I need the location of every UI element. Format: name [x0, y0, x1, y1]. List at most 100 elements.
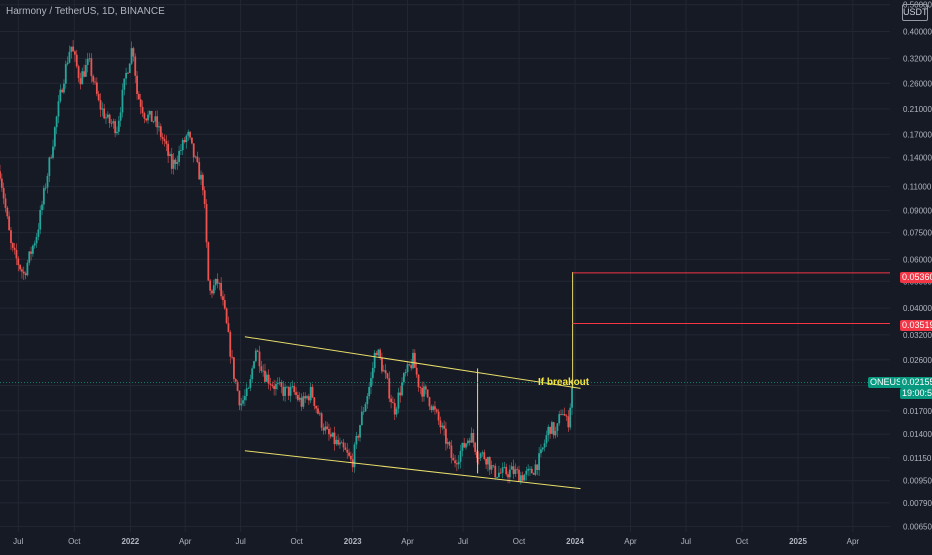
candle-body [55, 116, 58, 128]
x-tick-label: Jul [13, 537, 23, 546]
candle-body [315, 405, 318, 409]
candle-body [296, 394, 299, 400]
candle-body [558, 414, 561, 424]
candle-body [264, 370, 266, 382]
candle-body [218, 282, 221, 284]
y-tick-label: 0.01700 [903, 407, 932, 416]
candle-body [339, 442, 341, 445]
candle-body [150, 110, 153, 122]
candle-body [170, 154, 173, 169]
candle-body [158, 126, 160, 128]
candle-body [59, 89, 62, 102]
candle-body [42, 188, 45, 205]
candle-body [487, 457, 489, 465]
candle-body [393, 403, 396, 415]
candle-body [295, 392, 297, 395]
candle-body [287, 386, 290, 396]
candle-body [306, 396, 308, 399]
candle-body [417, 374, 420, 388]
candle-body [156, 116, 159, 128]
candle-body [203, 190, 206, 205]
candle-body [541, 447, 544, 450]
y-tick-label: 0.07500 [903, 229, 932, 238]
candle-body [423, 386, 425, 397]
candle-body [121, 89, 124, 113]
candle-body [4, 198, 7, 208]
candle-body [2, 187, 5, 199]
candle-body [178, 150, 180, 163]
candle-body [275, 384, 277, 390]
candle-body [538, 453, 541, 471]
y-tick-label: 0.04000 [903, 304, 932, 313]
candle-body [551, 422, 553, 434]
candle-body [127, 72, 129, 74]
candle-body [530, 468, 533, 474]
candle-body [116, 131, 118, 134]
candle-body [152, 121, 155, 123]
x-tick-label: Oct [513, 537, 526, 546]
candle-body [267, 374, 270, 384]
candle-body [477, 457, 480, 459]
candle-body [119, 112, 122, 121]
candle-body [561, 414, 564, 415]
candle-body [253, 361, 255, 369]
candle-body [488, 457, 491, 470]
candle-body [201, 174, 204, 191]
candle-body [481, 452, 484, 454]
candle-body [406, 364, 409, 373]
candle-body [84, 64, 87, 77]
currency-button[interactable]: USDT [902, 4, 928, 21]
candle-body [371, 367, 374, 379]
candle-body [519, 475, 522, 482]
candle-body [249, 379, 252, 388]
candle-body [24, 273, 27, 276]
candle-body [145, 118, 148, 121]
candle-body [318, 413, 321, 415]
candle-body [269, 383, 272, 385]
candle-body [106, 114, 109, 118]
symbol-tag: ONEUSDT [868, 377, 917, 388]
candle-body [74, 51, 76, 55]
candle-body [304, 396, 307, 399]
candle-body [328, 428, 330, 435]
candle-body [53, 127, 56, 147]
y-tick-label: 0.21000 [903, 105, 932, 114]
target-price-tag-1: 0.05360 [900, 272, 932, 283]
candle-body [79, 78, 82, 85]
y-tick-label: 0.00950 [903, 477, 932, 486]
candle-body [265, 374, 268, 382]
candle-body [172, 159, 175, 169]
y-tick-label: 0.17000 [903, 130, 932, 139]
candle-body [192, 143, 195, 158]
y-tick-label: 0.26000 [903, 79, 932, 88]
candle-body [424, 386, 427, 390]
y-tick-label: 0.01150 [903, 454, 932, 463]
candle-body [163, 138, 166, 142]
candle-body [180, 150, 182, 151]
x-tick-label: Oct [290, 537, 303, 546]
candle-body [22, 271, 25, 274]
candle-body [92, 76, 95, 82]
x-tick-label: Apr [847, 537, 860, 546]
candle-body [154, 116, 157, 122]
candle-body [426, 389, 429, 398]
candle-body [490, 465, 493, 470]
candle-body [379, 349, 382, 358]
candle-body [527, 468, 530, 471]
target-price-tag-2: 0.03519 [900, 320, 932, 331]
candle-body [271, 384, 274, 386]
candle-body [322, 427, 325, 431]
candle-body [238, 390, 241, 406]
candle-body [518, 469, 520, 482]
candle-body [103, 108, 106, 119]
candle-body [209, 280, 212, 291]
candle-body [134, 56, 137, 76]
candle-body [123, 78, 126, 90]
candle-body [445, 428, 447, 444]
candle-body [194, 156, 197, 158]
candle-body [437, 411, 440, 421]
candle-body [432, 406, 435, 410]
candle-body [214, 278, 217, 286]
candle-body [247, 387, 250, 389]
